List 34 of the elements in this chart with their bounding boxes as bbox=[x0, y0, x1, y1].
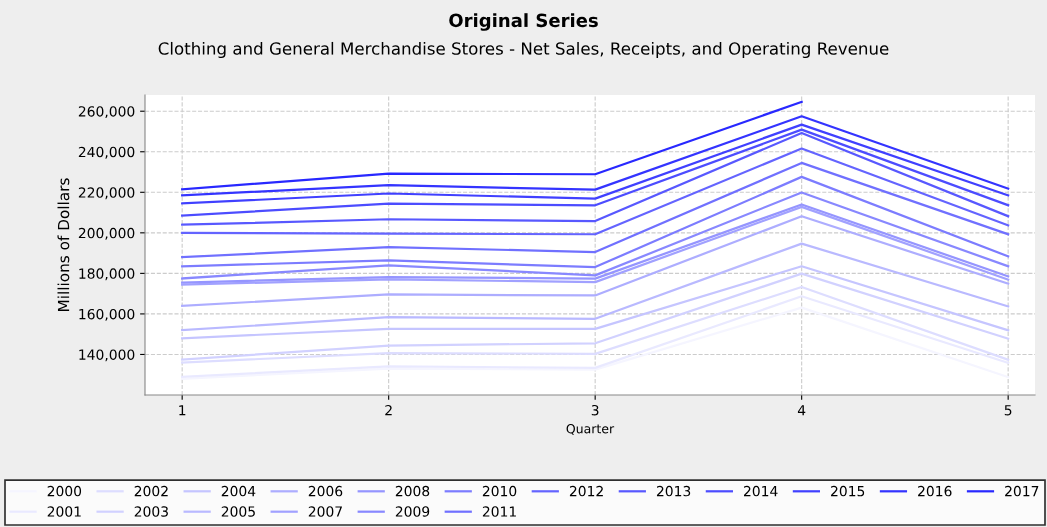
legend-label: 2001 bbox=[47, 506, 81, 517]
y-tick-label: 180,000 bbox=[79, 268, 135, 281]
legend-label: 2010 bbox=[482, 485, 517, 497]
legend-label: 2003 bbox=[134, 506, 168, 517]
x-tick-label: 1 bbox=[179, 405, 186, 416]
legend-label: 2008 bbox=[395, 485, 430, 497]
legend-label: 2006 bbox=[308, 485, 343, 497]
legend-label: 2011 bbox=[482, 506, 516, 517]
legend-label: 2013 bbox=[656, 485, 691, 497]
legend-label: 2012 bbox=[569, 485, 603, 497]
legend-label: 2002 bbox=[134, 485, 168, 497]
y-tick-label: 260,000 bbox=[78, 106, 135, 119]
x-tick-label: 2 bbox=[385, 404, 392, 416]
chart-subtitle: Clothing and General Merchandise Stores - Net Sales, Receipts, and Operating Revenue bbox=[158, 41, 889, 59]
y-tick-label: 140,000 bbox=[79, 349, 135, 362]
legend-label: 2015 bbox=[831, 485, 865, 497]
y-tick-label: 200,000 bbox=[78, 227, 135, 240]
legend-label: 2016 bbox=[918, 485, 952, 497]
y-tick-label: 240,000 bbox=[78, 146, 135, 159]
y-tick-label: 160,000 bbox=[79, 308, 135, 321]
legend-label: 2007 bbox=[308, 506, 342, 517]
legend-label: 2000 bbox=[47, 485, 82, 497]
x-axis-title: Quarter bbox=[566, 423, 615, 435]
legend-label: 2005 bbox=[221, 506, 255, 517]
x-tick-label: 3 bbox=[591, 404, 599, 416]
y-tick-label: 220,000 bbox=[78, 187, 135, 200]
y-axis-title: Millions of Dollars bbox=[57, 178, 70, 311]
x-tick-label: 4 bbox=[797, 405, 806, 416]
legend-label: 2009 bbox=[395, 506, 430, 517]
legend-label: 2017 bbox=[1005, 485, 1039, 497]
chart-title: Original Series bbox=[449, 13, 598, 31]
legend-label: 2014 bbox=[744, 485, 778, 497]
legend-label: 2004 bbox=[221, 485, 256, 497]
x-tick-label: 5 bbox=[1004, 405, 1012, 416]
